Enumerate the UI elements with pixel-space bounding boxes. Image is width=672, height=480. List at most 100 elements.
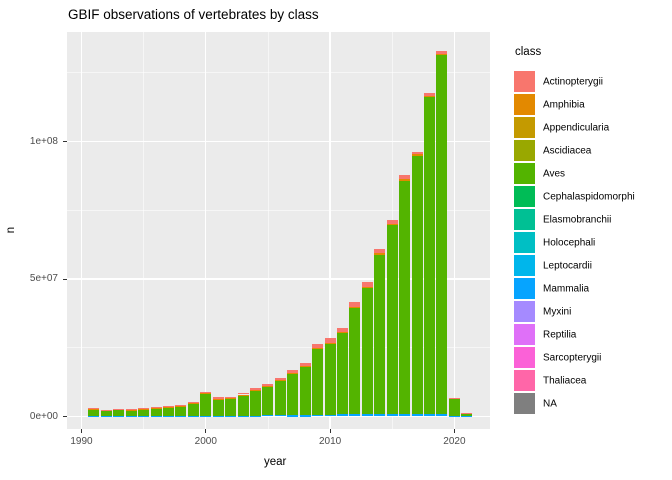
bar-segment-actinopterygii	[100, 409, 112, 411]
bar-segment-aves	[125, 410, 137, 417]
x-tick-mark	[329, 429, 331, 433]
x-tick-label: 1990	[70, 436, 93, 447]
legend-label: Sarcopterygii	[543, 352, 602, 363]
bar-segment-actinopterygii	[312, 344, 324, 349]
bar-segment-mammalia	[212, 415, 224, 417]
bar-segment-mammalia	[436, 414, 448, 417]
legend-swatch-icon	[514, 255, 535, 276]
bar-segment-mammalia	[237, 415, 249, 417]
gridline-minor	[267, 32, 269, 429]
bar-segment-aves	[399, 180, 411, 414]
legend-label: NA	[543, 398, 557, 409]
bar-segment-mammalia	[287, 415, 299, 417]
legend-label: Cephalaspidomorphi	[543, 191, 635, 202]
bar-segment-aves	[461, 413, 473, 417]
bar-segment-mammalia	[187, 415, 199, 417]
legend-item-myxini: Myxini	[514, 301, 672, 322]
legend-item-mammalia: Mammalia	[514, 278, 672, 299]
legend-swatch-icon	[514, 347, 535, 368]
bar-segment-aves	[88, 409, 100, 417]
bar-segment-actinopterygii	[287, 369, 299, 373]
bar-segment-amphibia	[374, 253, 386, 255]
legend-label: Mammalia	[543, 283, 590, 294]
bar-segment-mammalia	[262, 415, 274, 417]
y-tick-mark	[62, 416, 67, 417]
legend-item-aves: Aves	[514, 163, 672, 184]
bar-segment-aves	[411, 155, 423, 415]
legend-item-reptilia: Reptilia	[514, 324, 672, 345]
bar-segment-actinopterygii	[448, 397, 460, 399]
bar-segment-mammalia	[411, 414, 423, 417]
x-tick-mark	[453, 429, 455, 433]
bar-segment-amphibia	[436, 53, 448, 55]
bar-segment-mammalia	[250, 415, 262, 417]
bar-segment-actinopterygii	[374, 248, 386, 254]
legend-swatch-icon	[514, 370, 535, 391]
bar-segment-aves	[349, 307, 361, 415]
y-tick-label: 5e+07	[29, 273, 58, 284]
bar-segment-actinopterygii	[361, 281, 373, 287]
legend-label: Aves	[543, 168, 566, 179]
bar-segment-actinopterygii	[274, 378, 286, 381]
bar-segment-aves	[324, 343, 336, 415]
bar-segment-aves	[138, 409, 150, 417]
bar-segment-aves	[361, 287, 373, 415]
legend-label: Appendicularia	[543, 122, 610, 133]
y-tick-mark	[62, 278, 67, 280]
legend-swatch-icon	[514, 71, 535, 92]
gridline-minor	[143, 32, 145, 429]
gridline-major	[205, 32, 207, 429]
legend-label: Myxini	[543, 306, 572, 317]
legend-label: Leptocardii	[543, 260, 592, 271]
x-tick-mark	[81, 429, 82, 433]
y-tick-label: 1e+08	[29, 135, 58, 147]
legend-item-appendicularia: Appendicularia	[514, 117, 672, 138]
gridline-major	[80, 32, 83, 429]
bar-segment-aves	[212, 398, 224, 416]
bar-segment-actinopterygii	[237, 392, 249, 395]
bar-segment-mammalia	[424, 414, 436, 417]
gridline-minor	[67, 347, 490, 349]
bar-segment-aves	[299, 366, 311, 416]
bar-segment-mammalia	[374, 414, 386, 417]
legend-label: Ascidiacea	[543, 145, 592, 156]
bar-segment-amphibia	[349, 307, 361, 308]
bar-segment-actinopterygii	[163, 406, 174, 408]
bar-segment-aves	[274, 380, 286, 416]
x-axis-title: year	[264, 456, 287, 468]
bar-segment-actinopterygii	[324, 338, 336, 344]
bar-segment-actinopterygii	[399, 175, 411, 180]
legend-item-ascidiacea: Ascidiacea	[514, 140, 672, 161]
bar-segment-actinopterygii	[262, 383, 274, 386]
bar-segment-actinopterygii	[113, 408, 125, 410]
legend-swatch-icon	[514, 301, 535, 322]
legend-swatch-icon	[514, 186, 535, 207]
bar-segment-mammalia	[274, 415, 286, 417]
bar-segment-actinopterygii	[88, 408, 100, 410]
legend-title: class	[515, 46, 542, 58]
legend-swatch-icon	[514, 324, 535, 345]
legend-swatch-icon	[514, 140, 535, 161]
x-tick-label: 2020	[443, 436, 466, 447]
bar-segment-aves	[187, 403, 199, 416]
bar-segment-mammalia	[200, 415, 212, 417]
legend-item-na: NA	[514, 393, 672, 414]
legend-swatch-icon	[514, 393, 535, 414]
bar-segment-amphibia	[361, 286, 373, 288]
bar-segment-actinopterygii	[411, 151, 423, 155]
legend-label: Reptilia	[543, 329, 577, 340]
legend-item-amphibia: Amphibia	[514, 94, 672, 115]
bar-segment-mammalia	[349, 414, 361, 417]
bar-segment-actinopterygii	[125, 409, 137, 410]
bar-segment-mammalia	[386, 414, 398, 417]
bar-segment-actinopterygii	[138, 407, 150, 409]
plot-title: GBIF observations of vertebrates by clas…	[68, 7, 319, 22]
bar-segment-aves	[150, 408, 162, 417]
bar-segment-mammalia	[312, 414, 324, 417]
legend-swatch-icon	[514, 278, 535, 299]
bar-segment-actinopterygii	[225, 396, 237, 399]
bar-segment-aves	[287, 372, 299, 416]
bar-segment-mammalia	[399, 414, 411, 417]
legend-item-elasmobranchii: Elasmobranchii	[514, 209, 672, 230]
bar-segment-aves	[337, 332, 349, 415]
